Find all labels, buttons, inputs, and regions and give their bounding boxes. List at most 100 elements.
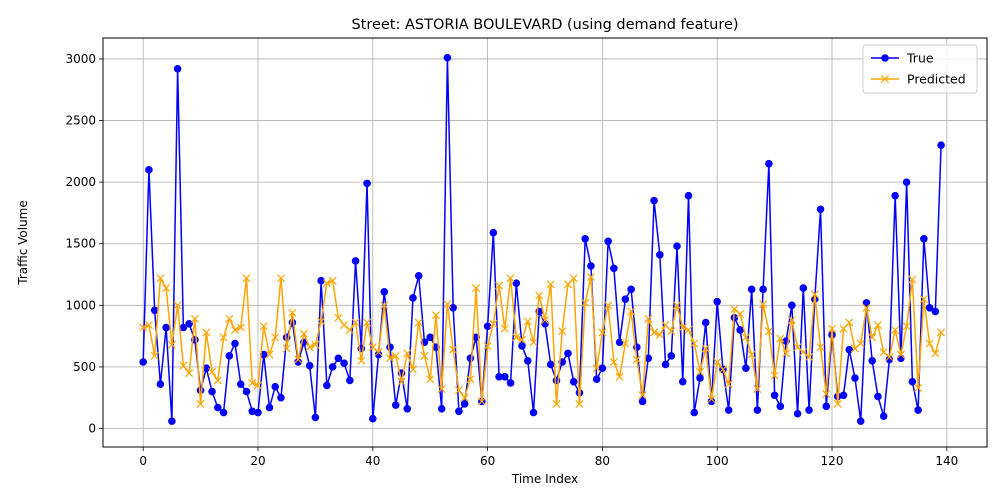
data-point-predicted xyxy=(891,325,900,334)
data-point-true xyxy=(363,179,371,188)
data-point-predicted xyxy=(741,333,750,342)
legend-swatch-marker xyxy=(881,54,889,62)
data-point-true xyxy=(610,264,618,273)
data-point-predicted xyxy=(575,399,584,408)
data-point-predicted xyxy=(391,351,400,360)
data-point-predicted xyxy=(294,355,303,364)
data-point-predicted xyxy=(627,307,636,316)
data-point-true xyxy=(759,285,767,294)
data-point-predicted xyxy=(495,281,504,290)
x-axis-label: Time Index xyxy=(511,472,578,486)
data-point-predicted xyxy=(667,327,676,336)
x-tick-label: 0 xyxy=(139,454,147,468)
data-point-predicted xyxy=(695,367,705,376)
data-point-predicted xyxy=(454,386,463,395)
data-point-predicted xyxy=(414,318,423,327)
data-point-true xyxy=(466,354,475,363)
data-point-predicted xyxy=(426,375,435,384)
data-point-true xyxy=(391,401,400,409)
data-point-true xyxy=(638,397,647,406)
data-point-true xyxy=(856,417,865,425)
data-point-true xyxy=(902,178,911,186)
data-point-predicted xyxy=(914,383,923,392)
legend-label: Predicted xyxy=(907,72,966,87)
data-point-predicted xyxy=(644,314,653,323)
data-point-predicted xyxy=(805,353,814,362)
data-point-predicted xyxy=(678,323,687,332)
data-point-predicted xyxy=(833,399,842,408)
data-point-true xyxy=(805,406,813,414)
data-point-predicted xyxy=(782,349,791,358)
data-point-predicted xyxy=(231,325,240,334)
data-point-predicted xyxy=(363,318,372,327)
data-point-predicted xyxy=(477,397,486,406)
data-point-true xyxy=(208,387,216,396)
data-point-true xyxy=(839,391,848,400)
data-point-predicted xyxy=(885,353,894,362)
data-point-predicted xyxy=(713,357,722,367)
data-point-predicted xyxy=(770,371,779,380)
data-point-true xyxy=(219,408,228,417)
legend-swatch-marker xyxy=(880,74,890,84)
series-layer xyxy=(139,53,946,425)
data-point-true xyxy=(489,228,498,237)
data-point-true xyxy=(173,64,182,73)
data-point-predicted xyxy=(259,322,268,331)
x-tick-label: 120 xyxy=(821,454,844,468)
data-point-predicted xyxy=(185,369,194,378)
data-point-true xyxy=(920,235,928,243)
data-point-true xyxy=(615,338,624,347)
data-point-predicted xyxy=(282,344,291,353)
data-point-true xyxy=(541,320,549,328)
axis-ticks: 0 20 40 60 80 100 120 140 0 500 1000 1500 2000 2500 30… xyxy=(65,52,958,468)
data-point-predicted xyxy=(167,340,176,349)
data-point-true xyxy=(891,191,899,200)
data-point-predicted xyxy=(937,328,946,337)
data-point-true xyxy=(587,262,595,270)
data-point-predicted xyxy=(208,367,217,376)
data-point-true xyxy=(788,301,796,310)
data-point-predicted xyxy=(621,339,630,348)
data-point-true xyxy=(214,403,222,412)
data-point-predicted xyxy=(810,290,819,299)
data-point-true xyxy=(621,295,630,303)
data-point-true xyxy=(604,237,612,246)
data-point-true xyxy=(822,402,831,411)
data-point-true xyxy=(403,405,412,413)
x-tick-label: 20 xyxy=(250,454,265,468)
y-tick-label: 1000 xyxy=(65,298,96,312)
data-point-true xyxy=(897,354,905,363)
data-point-predicted xyxy=(466,375,475,384)
data-point-true xyxy=(546,360,555,369)
legend-box xyxy=(862,44,978,94)
data-point-true xyxy=(242,387,251,396)
legend-label: True xyxy=(906,51,934,66)
x-tick-label: 80 xyxy=(595,454,610,468)
plot-frame xyxy=(102,37,988,448)
data-point-predicted xyxy=(403,349,412,358)
chart-title: Street: ASTORIA BOULEVARD (using demand … xyxy=(351,17,738,33)
data-point-predicted xyxy=(500,324,509,333)
data-point-predicted xyxy=(546,280,555,289)
data-point-predicted xyxy=(253,381,263,390)
data-point-predicted xyxy=(753,385,762,394)
data-point-true xyxy=(793,409,802,418)
data-point-predicted xyxy=(144,321,153,330)
data-point-predicted xyxy=(385,354,395,363)
data-point-predicted xyxy=(690,339,699,348)
data-point-true xyxy=(569,377,578,386)
legend-entry-true: True xyxy=(871,51,934,66)
data-point-predicted xyxy=(701,344,710,353)
data-point-true xyxy=(518,342,526,350)
data-point-predicted xyxy=(162,284,171,293)
data-point-true xyxy=(564,349,572,358)
y-tick-label: 2500 xyxy=(65,114,96,128)
data-point-true xyxy=(156,380,165,388)
data-point-predicted xyxy=(540,316,550,325)
data-point-predicted xyxy=(736,309,745,318)
data-point-true xyxy=(874,392,882,401)
data-point-true xyxy=(506,379,515,387)
series-predicted xyxy=(139,272,946,408)
data-point-predicted xyxy=(190,314,199,323)
